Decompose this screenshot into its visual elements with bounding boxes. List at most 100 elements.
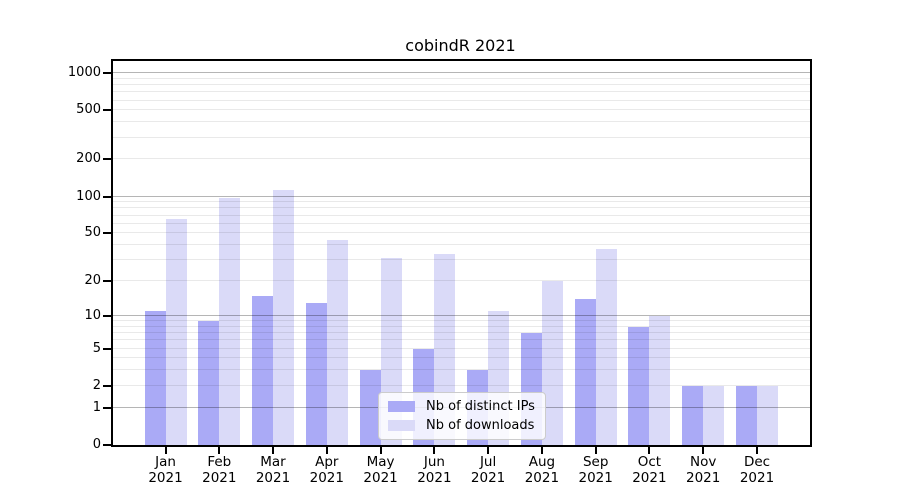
minor-gridline — [113, 91, 810, 93]
x-tick-mark — [648, 447, 651, 454]
bar-distinct-ips — [198, 321, 220, 445]
bar-distinct-ips — [628, 326, 650, 445]
plot-area — [111, 59, 812, 447]
minor-gridline — [113, 332, 810, 333]
bar-downloads — [219, 198, 241, 445]
x-tick-mark — [433, 447, 436, 454]
x-tick-mark — [487, 447, 490, 454]
y-tick-label: 1 — [92, 399, 101, 415]
minor-gridline — [113, 121, 810, 123]
y-tick-mark — [103, 347, 111, 350]
legend-label-downloads: Nb of downloads — [426, 418, 535, 433]
y-tick-mark — [103, 72, 111, 74]
legend: Nb of distinct IPs Nb of downloads — [378, 392, 546, 440]
x-tick-mark — [379, 447, 382, 454]
y-tick-label: 2 — [92, 377, 101, 393]
bar-distinct-ips — [144, 311, 166, 445]
x-tick-mark — [164, 447, 167, 454]
x-tick-mark — [218, 447, 221, 454]
x-tick-label: Feb 2021 — [202, 454, 237, 486]
minor-gridline — [113, 136, 810, 138]
y-tick-label: 50 — [84, 225, 101, 241]
y-tick-label: 5 — [92, 340, 101, 356]
x-tick-label: Apr 2021 — [309, 454, 344, 486]
bar-distinct-ips — [305, 302, 327, 445]
x-tick-mark — [594, 447, 597, 454]
bar-downloads — [165, 219, 187, 445]
minor-gridline — [113, 158, 810, 160]
y-tick-mark — [103, 384, 111, 387]
minor-gridline — [113, 222, 810, 224]
bar-downloads — [273, 190, 295, 445]
minor-gridline — [113, 77, 810, 79]
minor-gridline — [113, 320, 810, 321]
y-tick-mark — [103, 280, 111, 283]
minor-gridline — [113, 339, 810, 341]
bar-downloads — [703, 385, 725, 445]
major-gridline — [113, 72, 810, 73]
minor-gridline — [113, 207, 810, 209]
x-tick-label: Jul 2021 — [470, 454, 506, 486]
minor-gridline — [113, 384, 810, 386]
x-tick-label: Nov 2021 — [686, 454, 721, 486]
y-tick-mark — [103, 406, 111, 409]
bar-downloads — [595, 249, 617, 445]
y-tick-label: 20 — [84, 273, 101, 289]
x-tick-mark — [540, 447, 543, 454]
legend-item-distinct-ips: Nb of distinct IPs — [388, 399, 535, 414]
chart-title: cobindR 2021 — [405, 36, 516, 55]
bar-distinct-ips — [574, 299, 596, 445]
y-tick-label: 200 — [76, 151, 101, 167]
bar-distinct-ips — [735, 385, 757, 445]
bar-downloads — [541, 281, 563, 445]
distinct-ips-swatch — [388, 401, 415, 412]
minor-gridline — [113, 214, 810, 216]
downloads-swatch — [388, 420, 415, 431]
y-tick-mark — [103, 195, 111, 198]
y-tick-label: 100 — [76, 188, 101, 204]
x-tick-label: Jun 2021 — [417, 454, 452, 486]
bar-distinct-ips — [359, 370, 381, 445]
y-tick-label: 1000 — [67, 65, 101, 80]
x-tick-label: Sep 2021 — [578, 454, 613, 486]
x-tick-label: Oct 2021 — [632, 454, 667, 486]
legend-label-distinct-ips: Nb of distinct IPs — [426, 399, 535, 414]
y-tick-mark — [103, 314, 111, 317]
x-tick-mark — [325, 447, 328, 454]
minor-gridline — [113, 99, 810, 101]
bar-downloads — [326, 240, 348, 445]
major-gridline — [113, 195, 810, 197]
x-tick-mark — [702, 447, 705, 454]
y-tick-mark — [103, 232, 111, 235]
y-tick-label: 500 — [76, 102, 101, 118]
y-tick-label: 0 — [92, 437, 101, 452]
x-tick-label: May 2021 — [363, 454, 398, 486]
minor-gridline — [113, 357, 810, 359]
x-tick-label: Aug 2021 — [524, 454, 560, 486]
x-tick-mark — [756, 447, 758, 454]
minor-gridline — [113, 280, 810, 282]
minor-gridline — [113, 259, 810, 261]
bar-distinct-ips — [252, 295, 274, 445]
bar-downloads — [649, 315, 671, 445]
minor-gridline — [113, 244, 810, 245]
x-tick-label: Jan 2021 — [148, 454, 183, 486]
x-tick-mark — [272, 447, 274, 454]
x-tick-label: Mar 2021 — [255, 454, 291, 486]
minor-gridline — [113, 325, 810, 327]
minor-gridline — [113, 369, 810, 371]
legend-item-downloads: Nb of downloads — [388, 418, 535, 433]
minor-gridline — [113, 84, 810, 85]
y-tick-mark — [103, 109, 111, 112]
minor-gridline — [113, 347, 810, 349]
y-tick-mark — [103, 158, 111, 161]
y-tick-mark — [103, 444, 111, 446]
minor-gridline — [113, 201, 810, 203]
major-gridline — [113, 314, 810, 316]
minor-gridline — [113, 232, 810, 234]
bar-distinct-ips — [682, 385, 704, 445]
y-tick-label: 10 — [84, 307, 101, 323]
minor-gridline — [113, 109, 810, 111]
bar-downloads — [756, 385, 778, 445]
